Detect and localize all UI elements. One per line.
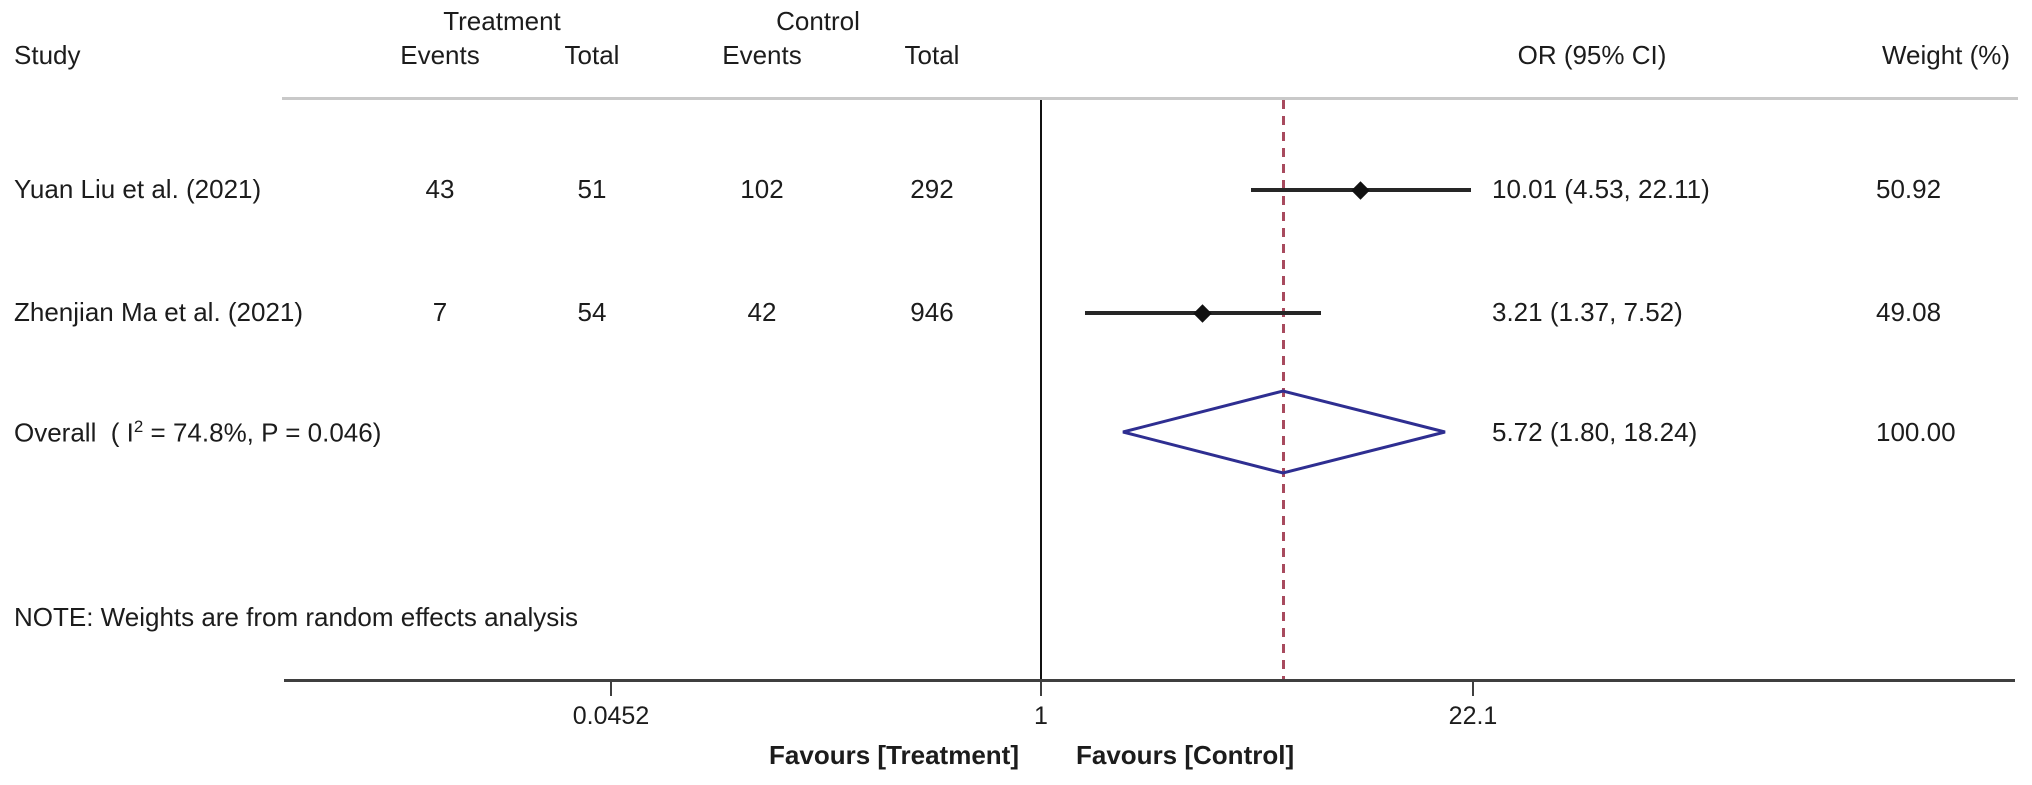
- x-tick-low: [610, 682, 612, 696]
- control-total: 946: [910, 297, 954, 327]
- treatment-events: 43: [425, 174, 455, 204]
- weight-text: 100.00: [1876, 417, 1956, 447]
- control-events: 42: [747, 297, 777, 327]
- header-group-treatment: Treatment: [443, 6, 561, 36]
- or-ci-text: 3.21 (1.37, 7.52): [1492, 297, 1683, 327]
- null-line: [1040, 100, 1042, 680]
- header-col-total-control: Total: [904, 40, 960, 70]
- x-tick-null: [1040, 682, 1042, 696]
- treatment-total: 51: [577, 174, 607, 204]
- x-axis: [284, 679, 2015, 682]
- header-col-weight: Weight (%): [1881, 40, 2011, 70]
- control-total: 292: [910, 174, 954, 204]
- overall-label: Overall ( I2 = 74.8%, P = 0.046): [14, 417, 382, 448]
- header-col-events-control: Events: [722, 40, 802, 70]
- x-tick-label-low: 0.0452: [572, 702, 650, 730]
- header-group-control: Control: [776, 6, 860, 36]
- x-tick-label-null: 1: [1034, 702, 1048, 730]
- header-col-total-treatment: Total: [564, 40, 620, 70]
- favours-control-label: Favours [Control]: [1076, 740, 1295, 770]
- x-tick-label-high: 22.1: [1448, 702, 1498, 730]
- x-tick-high: [1472, 682, 1474, 696]
- note-text: NOTE: Weights are from random effects an…: [14, 602, 579, 632]
- favours-treatment-label: Favours [Treatment]: [769, 740, 1019, 770]
- study-name: Yuan Liu et al. (2021): [14, 174, 262, 204]
- weight-text: 50.92: [1876, 174, 1942, 204]
- header-col-study: Study: [14, 40, 81, 70]
- header-col-or: OR (95% CI): [1517, 40, 1667, 70]
- treatment-total: 54: [577, 297, 607, 327]
- header-col-events-treatment: Events: [400, 40, 480, 70]
- or-ci-text: 10.01 (4.53, 22.11): [1492, 174, 1710, 204]
- treatment-events: 7: [432, 297, 448, 327]
- or-ci-text: 5.72 (1.80, 18.24): [1492, 417, 1698, 447]
- header-rule: [282, 97, 2018, 100]
- control-events: 102: [740, 174, 784, 204]
- weight-text: 49.08: [1876, 297, 1942, 327]
- study-name: Zhenjian Ma et al. (2021): [14, 297, 304, 327]
